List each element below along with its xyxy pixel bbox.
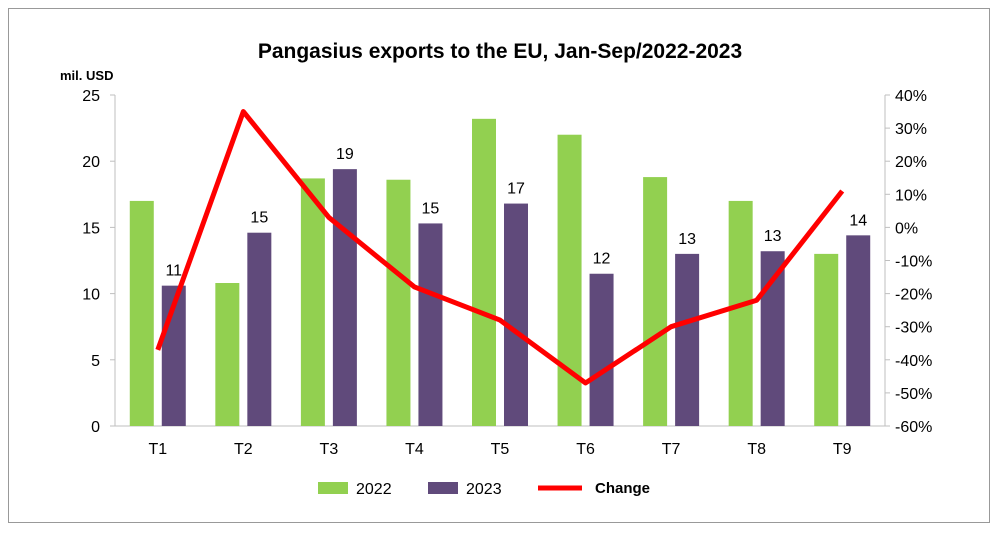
x-tick-label: T7 [662,441,681,458]
y-tick-label: 5 [91,353,100,370]
data-label-2023: 12 [593,251,611,268]
bar-2022 [557,134,582,426]
x-tick-label: T6 [576,441,595,458]
y2-tick-label: 20% [895,154,927,171]
y2-tick-label: -30% [895,320,932,337]
y-tick-label: 10 [82,287,100,304]
bar-2022 [215,283,240,426]
change-line [155,109,845,386]
bar-2022 [472,118,496,426]
x-tick-label: T1 [148,441,167,458]
data-label-2023: 19 [336,146,354,163]
y2-tick-label: -10% [895,254,932,271]
data-label-2023: 15 [250,210,268,227]
x-tick-label: T9 [833,441,852,458]
bar-2022 [386,179,411,426]
bar-2022 [643,177,668,426]
legend-label-2022: 2022 [356,481,392,498]
y-tick-label: 0 [91,419,100,436]
bar-2023 [247,232,272,426]
data-label-2023: 13 [764,228,782,245]
legend-swatch-2023 [428,482,458,494]
x-tick-label: T3 [320,441,339,458]
data-label-2023: 17 [507,181,525,198]
bar-2022 [728,200,753,426]
bar-2023 [675,253,700,426]
y2-tick-label: 40% [895,88,927,105]
x-tick-label: T8 [747,441,766,458]
chart-frame [8,8,990,523]
bar-2023 [332,169,357,427]
y2-tick-label: -50% [895,386,932,403]
data-label-2023: 14 [849,212,867,229]
bar-2022 [129,200,154,426]
bar-2023 [418,223,443,426]
chart-title: Pangasius exports to the EU, Jan-Sep/202… [258,40,742,63]
y2-tick-label: 10% [895,187,927,204]
y2-tick-label: -60% [895,419,932,436]
bar-2023 [846,235,871,426]
data-label-2023: 11 [165,263,182,280]
data-label-2023: 15 [422,200,440,217]
y2-tick-label: -40% [895,353,932,370]
y2-tick-label: -20% [895,287,932,304]
y2-tick-label: 30% [895,121,927,138]
legend-label-2023: 2023 [466,481,502,498]
x-tick-label: T5 [491,441,510,458]
x-tick-label: T2 [234,441,253,458]
legend-swatch-2022 [318,482,348,494]
bar-2022 [300,178,325,426]
bar-2022 [814,253,839,426]
x-tick-label: T4 [405,441,424,458]
legend-label-change: Change [595,480,650,497]
y-tick-label: 25 [82,88,100,105]
y-axis-label: mil. USD [60,68,113,83]
y-tick-label: 15 [82,220,100,237]
y-tick-label: 20 [82,154,100,171]
bar-2023 [589,273,614,426]
bar-2023 [504,203,528,426]
data-label-2023: 13 [678,231,696,248]
y2-tick-label: 0% [895,220,918,237]
